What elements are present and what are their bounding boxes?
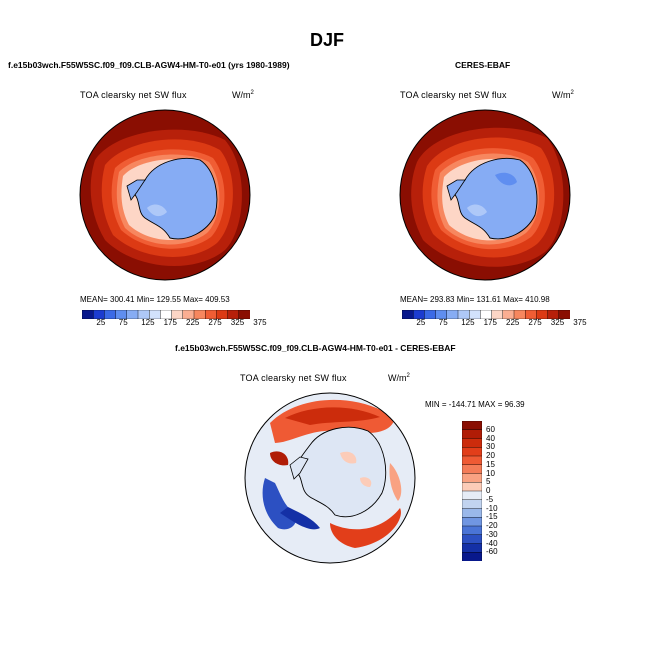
- obs-colorbar-label: 25: [416, 318, 426, 327]
- diff-peninsula: [289, 456, 309, 480]
- diff-colorbar-swatch: [461, 447, 483, 457]
- diff-east-pink: [389, 463, 402, 501]
- diff-colorbar-swatch: [461, 420, 483, 431]
- diff-ross-darkblue: [280, 507, 320, 530]
- diff-colorbar-swatch: [461, 482, 483, 492]
- obs-map-border: [399, 109, 571, 281]
- diff-colorbar-label: -60: [486, 547, 498, 557]
- obs-peninsula: [446, 179, 466, 201]
- obs-plateau-patch: [495, 172, 517, 186]
- obs-colorbar-label: 375: [573, 318, 587, 327]
- diff-colorbar-swatch: [461, 552, 483, 562]
- model-colorbar-label: 375: [253, 318, 267, 327]
- obs-colorbar-label: 175: [483, 318, 497, 327]
- diff-units-label: W/m2: [388, 373, 410, 383]
- diff-colorbar-swatch: [461, 525, 483, 536]
- figure-title: DJF: [309, 30, 344, 50]
- model-map-border: [79, 109, 251, 281]
- diff-colorbar-swatch: [461, 438, 483, 448]
- diff-interior-pink: [340, 451, 357, 464]
- model-colorbar-label: 275: [208, 318, 222, 327]
- diff-colorbar-swatch: [461, 455, 483, 466]
- diff-weddell-red: [330, 508, 401, 548]
- diff-colorbar-label: -30: [486, 529, 498, 539]
- model-panel-title: f.e15b03wch.F55W5SC.f09_f09.CLB-AGW4-HM-…: [8, 60, 290, 70]
- model-colorbar: [81, 306, 251, 320]
- model-stats: MEAN= 300.41 Min= 129.55 Max= 409.53: [80, 295, 230, 304]
- obs-panel-title: CERES-EBAF: [455, 60, 511, 70]
- diff-colorbar-label: 40: [486, 433, 495, 443]
- model-peninsula: [126, 179, 146, 201]
- obs-units-label: W/m2: [552, 90, 574, 100]
- diff-west-red-patch: [270, 451, 289, 466]
- diff-colorbar-label: 5: [486, 477, 491, 487]
- obs-colorbar-label: 225: [506, 318, 520, 327]
- model-colorbar-label: 225: [186, 318, 200, 327]
- diff-interior-pink-2: [360, 477, 372, 487]
- diff-colorbar-label: -5: [486, 494, 494, 504]
- model-units-label: W/m2: [232, 90, 254, 100]
- diff-colorbar-swatch: [461, 473, 483, 483]
- obs-colorbar: [401, 306, 571, 320]
- diff-field-label: TOA clearsky net SW flux: [240, 373, 347, 383]
- diff-map: [244, 392, 416, 564]
- obs-ice-shelf: [467, 204, 487, 217]
- diff-colorbar-label: 30: [486, 442, 495, 452]
- obs-colorbar-label: 75: [438, 318, 448, 327]
- diff-colorbar-swatch: [461, 534, 483, 545]
- diff-colorbar-label: -15: [486, 512, 498, 522]
- obs-colorbar-label: 275: [528, 318, 542, 327]
- diff-colorbar-label: -40: [486, 538, 498, 548]
- model-ice-shelf: [147, 204, 167, 217]
- obs-colorbar-label: 325: [550, 318, 565, 327]
- model-map: [79, 109, 251, 281]
- diff-colorbar-swatch: [461, 499, 483, 510]
- diff-colorbar-label: 20: [486, 451, 495, 460]
- diff-colorbar-swatch: [461, 429, 483, 440]
- diff-colorbar-label: -20: [486, 521, 498, 530]
- diff-colorbar-label: 10: [486, 468, 495, 478]
- diff-colorbar-label: -10: [486, 503, 498, 513]
- diff-map-border: [244, 392, 416, 564]
- obs-field-label: TOA clearsky net SW flux: [400, 90, 507, 100]
- obs-stats: MEAN= 293.83 Min= 131.61 Max= 410.98: [400, 295, 550, 304]
- diff-colorbar-swatch: [461, 543, 483, 553]
- model-colorbar-label: 25: [96, 318, 106, 327]
- diff-colorbar-label: 60: [486, 424, 495, 434]
- diff-colorbar-swatch: [461, 490, 483, 501]
- obs-colorbar-labels: 25 75 125 175 225 275 325 375: [402, 318, 586, 328]
- diff-colorbar-swatch: [461, 508, 483, 518]
- diff-colorbar-label: 0: [486, 486, 491, 495]
- diff-north-ring-dark: [285, 407, 380, 425]
- diff-colorbar: [461, 420, 483, 562]
- diff-colorbar-swatch: [461, 464, 483, 475]
- model-colorbar-label: 75: [118, 318, 128, 327]
- model-colorbar-label: 175: [163, 318, 177, 327]
- diff-colorbar-label: 15: [486, 459, 495, 469]
- obs-colorbar-label: 125: [461, 318, 475, 327]
- diff-colorbar-swatch: [461, 517, 483, 527]
- diff-panel-title: f.e15b03wch.F55W5SC.f09_f09.CLB-AGW4-HM-…: [175, 343, 456, 353]
- model-colorbar-label: 125: [141, 318, 155, 327]
- model-colorbar-labels: 25 75 125 175 225 275 325 375: [82, 318, 266, 328]
- diff-stats: MIN = -144.71 MAX = 96.39: [425, 400, 525, 409]
- model-colorbar-label: 325: [230, 318, 245, 327]
- obs-map: [399, 109, 571, 281]
- model-field-label: TOA clearsky net SW flux: [80, 90, 187, 100]
- diff-colorbar-labels: 60 40 30 20 15 10 5 0 -5 -10 -15 -20 -30 -40 -60: [486, 421, 526, 561]
